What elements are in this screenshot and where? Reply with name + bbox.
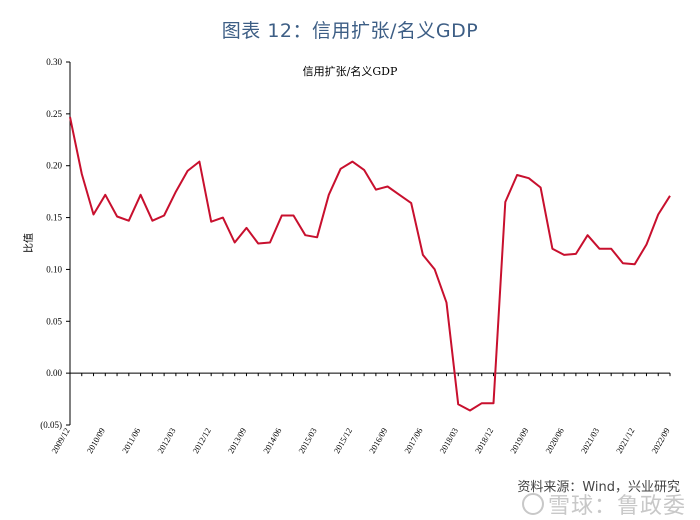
y-tick-label: 0.10: [46, 264, 62, 274]
data-point: [116, 216, 118, 218]
data-point: [187, 170, 189, 172]
data-point: [198, 161, 200, 163]
data-point: [634, 263, 636, 265]
y-tick-label: 0.15: [46, 213, 62, 223]
data-point: [398, 194, 400, 196]
x-tick-label: 2021/12: [614, 426, 637, 455]
chart-plot: [69, 116, 671, 412]
x-tick-label: 2020/06: [543, 426, 566, 455]
x-tick-label: 2019/09: [508, 426, 531, 455]
x-tick-label: 2018/12: [473, 426, 496, 455]
data-point: [516, 174, 518, 176]
data-point: [504, 201, 506, 203]
data-point: [363, 169, 365, 171]
data-point: [457, 403, 459, 405]
data-point: [469, 409, 471, 411]
data-point: [175, 191, 177, 193]
x-tick-label: 2018/03: [437, 426, 460, 455]
data-point: [69, 116, 71, 118]
series-line: [69, 116, 671, 412]
y-tick-label: 0.25: [46, 109, 62, 119]
y-axis-label: 比值: [22, 233, 35, 253]
data-point: [669, 195, 671, 197]
data-point: [222, 217, 224, 219]
data-point: [140, 194, 142, 196]
data-point: [269, 241, 271, 243]
watermark: 雪球：鲁政委: [521, 488, 686, 520]
x-tick-label: 2012/03: [155, 426, 178, 455]
data-point: [281, 214, 283, 216]
data-point: [493, 402, 495, 404]
x-tick-label: 2013/09: [226, 426, 249, 455]
x-tick-label: 2015/12: [331, 426, 354, 455]
x-tick-label: 2012/12: [190, 426, 213, 455]
data-point: [657, 213, 659, 215]
data-point: [587, 234, 589, 236]
data-point: [151, 220, 153, 222]
data-point: [245, 227, 247, 229]
data-point: [257, 243, 259, 245]
data-point: [316, 236, 318, 238]
data-point: [481, 402, 483, 404]
x-tick-label: 2021/03: [579, 426, 602, 455]
x-tick-label: 2014/06: [261, 426, 284, 455]
data-point: [81, 173, 83, 175]
data-point: [422, 254, 424, 256]
data-point: [104, 194, 106, 196]
data-point: [575, 253, 577, 255]
y-tick-label: 0.05: [46, 316, 62, 326]
data-point: [375, 189, 377, 191]
data-point: [445, 302, 447, 304]
y-tick-label: 0.00: [46, 368, 62, 378]
data-point: [387, 185, 389, 187]
chart-title: 信用扩张/名义GDP: [303, 64, 398, 78]
data-point: [304, 234, 306, 236]
y-tick-label: 0.30: [46, 57, 62, 67]
data-point: [528, 177, 530, 179]
data-point: [434, 268, 436, 270]
x-tick-label: 2017/06: [402, 426, 425, 455]
y-tick-label: (0.05): [40, 420, 62, 430]
x-tick-label: 2009/12: [49, 426, 72, 455]
data-point: [234, 241, 236, 243]
x-tick-label: 2010/09: [84, 426, 107, 455]
figure-title: 图表 12：信用扩张/名义GDP: [221, 20, 479, 42]
data-point: [128, 220, 130, 222]
data-point: [410, 202, 412, 204]
data-point: [93, 213, 95, 215]
data-point: [210, 221, 212, 223]
data-point: [551, 248, 553, 250]
data-point: [598, 248, 600, 250]
data-point: [293, 214, 295, 216]
source-note: 资料来源：Wind，兴业研究: [517, 480, 680, 495]
data-point: [328, 194, 330, 196]
x-tick-label: 2022/09: [649, 426, 672, 455]
data-point: [563, 254, 565, 256]
data-point: [163, 214, 165, 216]
x-tick-label: 2015/03: [296, 426, 319, 455]
data-point: [351, 161, 353, 163]
chart-axes: 0.30 0.25 0.20 0.15 0.10 0.05 0.00 (0.05) 比值 信用扩张…: [22, 57, 672, 455]
data-point: [622, 262, 624, 264]
x-tick-label: 2016/09: [367, 426, 390, 455]
data-point: [340, 168, 342, 170]
y-tick-label: 0.20: [46, 161, 62, 171]
data-point: [540, 186, 542, 188]
x-tick-label: 2011/06: [120, 426, 142, 455]
data-point: [610, 248, 612, 250]
data-point: [645, 244, 647, 246]
watermark-text: 雪球：鲁政委: [547, 494, 686, 519]
watermark-logo-icon: [521, 493, 544, 515]
